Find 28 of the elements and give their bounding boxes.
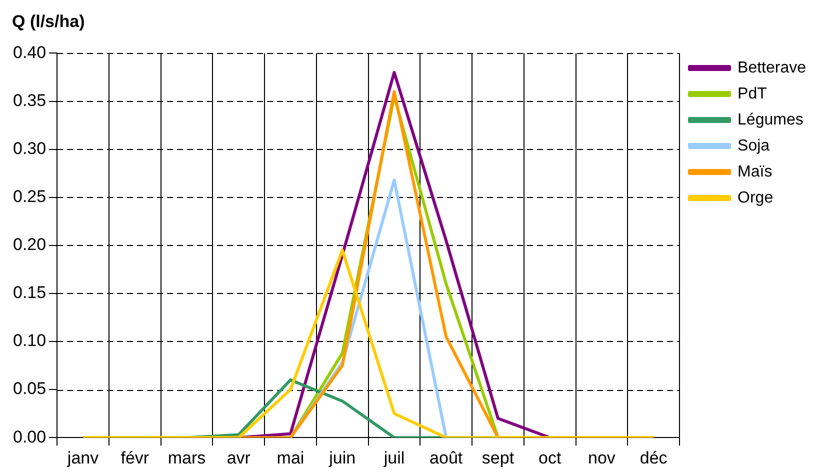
- x-tick-label: oct: [538, 448, 562, 468]
- y-tick-label: 0.10: [12, 331, 46, 350]
- legend-label: Soja: [738, 137, 770, 154]
- x-tick-label: juin: [328, 448, 356, 468]
- y-tick-label: 0.35: [12, 90, 46, 110]
- x-tick-label: déc: [640, 448, 668, 468]
- y-tick-label: 0.40: [12, 42, 46, 62]
- y-tick-label: 0.20: [12, 235, 46, 254]
- x-tick-label: mai: [276, 448, 304, 468]
- y-tick-label: 0.30: [12, 138, 46, 158]
- legend-label: Orge: [738, 189, 774, 206]
- legend-label: PdT: [738, 85, 768, 102]
- x-tick-label: nov: [588, 448, 616, 468]
- y-tick-label: 0.15: [12, 283, 46, 302]
- x-tick-label: févr: [120, 448, 150, 468]
- y-axis-title: Q (l/s/ha): [12, 12, 85, 32]
- x-tick-label: sept: [482, 448, 514, 468]
- x-tick-label: juil: [382, 448, 405, 468]
- legend-label: Légumes: [738, 111, 804, 128]
- x-tick-label: août: [430, 448, 463, 468]
- y-tick-label: 0.05: [12, 379, 46, 398]
- legend-label: Maïs: [738, 163, 772, 180]
- y-tick-label: 0.00: [12, 427, 46, 446]
- x-tick-label: janv: [66, 448, 100, 468]
- legend-label: Betterave: [738, 59, 806, 76]
- x-tick-label: mars: [168, 448, 206, 468]
- x-tick-label: avr: [226, 448, 251, 468]
- y-tick-label: 0.25: [12, 187, 46, 206]
